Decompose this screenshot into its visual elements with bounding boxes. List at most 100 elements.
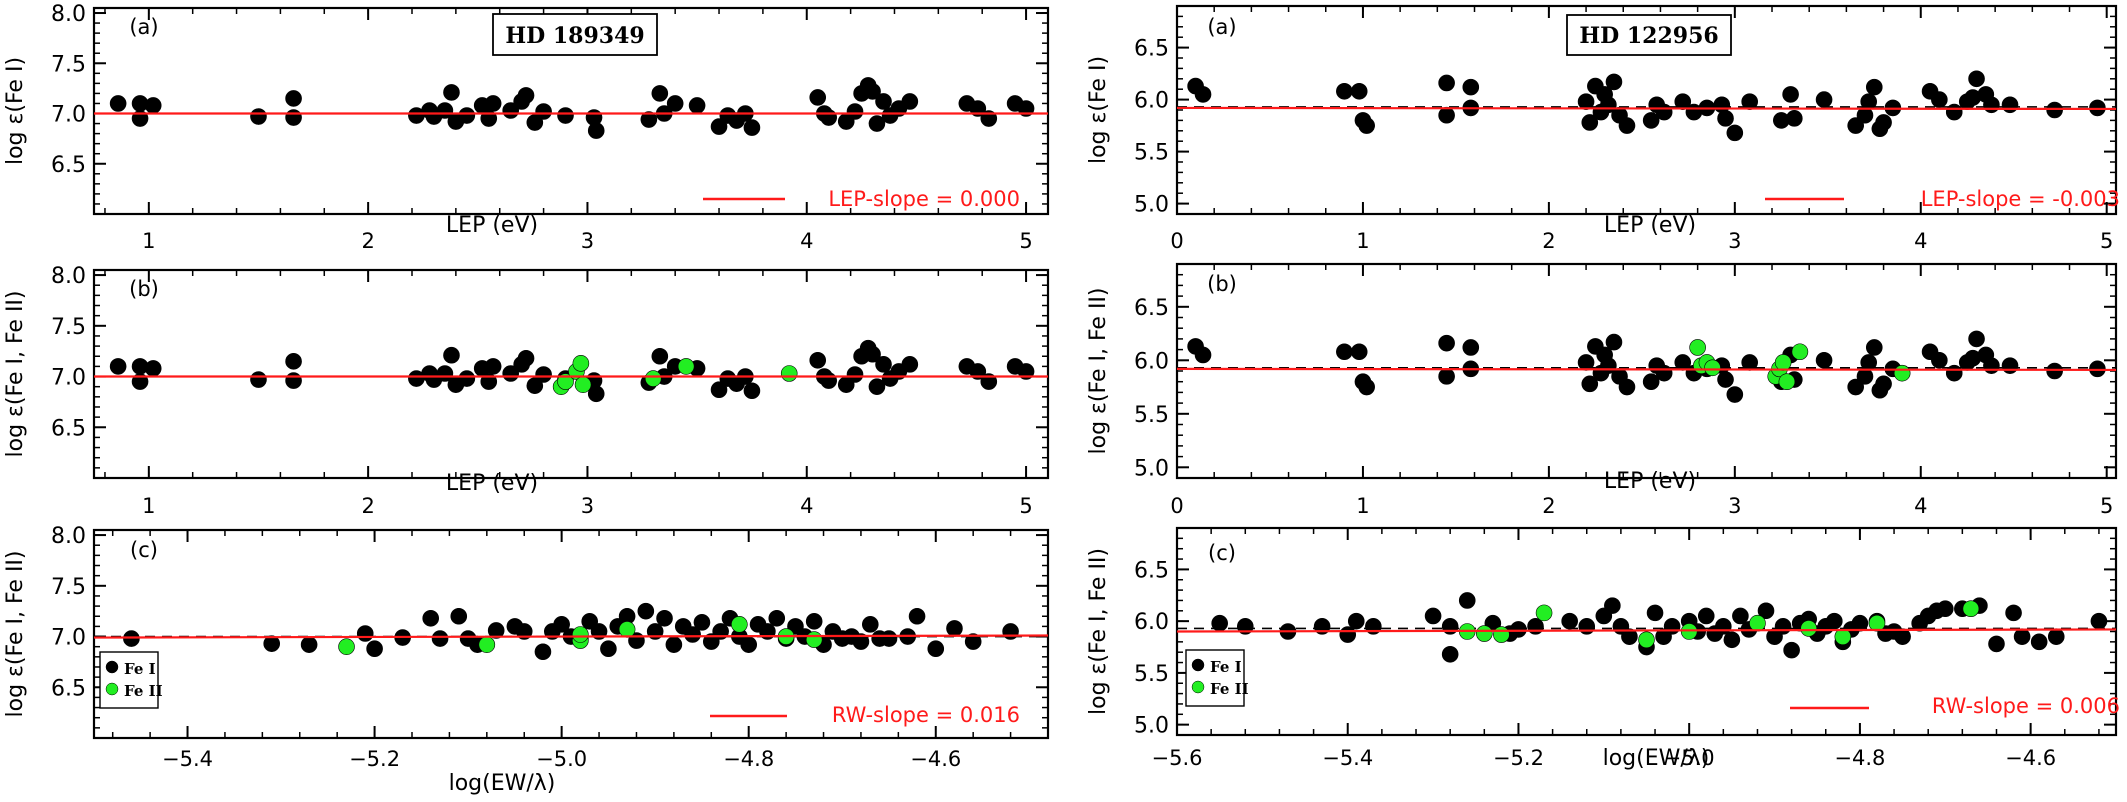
data-point (901, 93, 919, 110)
x-tick-label: −4.6 (910, 747, 961, 771)
x-axis-label: log(EW/λ) (1603, 746, 1710, 771)
x-axis-label: log(EW/λ) (449, 771, 556, 796)
data-point (684, 626, 701, 643)
data-point (820, 372, 837, 389)
data-point (484, 95, 502, 112)
legend-label: Fe I (1210, 658, 1242, 676)
data-point (515, 623, 533, 640)
data-point (1894, 628, 1911, 645)
data-point (535, 103, 552, 120)
panel-label: (c) (1208, 541, 1236, 565)
legend-label: Fe II (124, 682, 163, 700)
x-axis-label: LEP (eV) (1604, 469, 1696, 494)
data-point (1655, 103, 1673, 121)
data-point (250, 371, 267, 388)
data-point (1875, 114, 1892, 131)
x-tick-label: −5.6 (1152, 746, 1203, 770)
x-tick-label: −5.2 (1493, 746, 1544, 770)
data-point (1931, 91, 1948, 108)
data-point (1717, 371, 1734, 388)
data-point (443, 84, 460, 101)
data-point (2030, 633, 2048, 651)
x-tick-label: 5 (2100, 494, 2113, 518)
x-tick-label: 4 (1914, 229, 1927, 253)
data-point (1988, 635, 2005, 653)
data-point (1851, 614, 1869, 632)
x-tick-label: 3 (1728, 229, 1741, 253)
data-point (693, 614, 711, 631)
data-point (535, 366, 552, 383)
data-point (1535, 604, 1553, 622)
x-tick-label: 4 (800, 494, 813, 518)
data-point (1860, 354, 1877, 371)
data-point (285, 109, 302, 126)
y-tick-label: 5.0 (1134, 193, 1169, 218)
panel-label: (b) (129, 277, 159, 301)
data-point (864, 345, 881, 363)
data-point (846, 366, 864, 383)
data-point (710, 118, 728, 135)
x-tick-label: 2 (361, 494, 374, 518)
series-fe-ii (1458, 600, 1980, 649)
y-tick-label: 7.0 (51, 366, 86, 391)
data-point (805, 631, 823, 648)
star-name-box (1566, 14, 1732, 56)
data-point (1875, 375, 1892, 393)
x-tick-label: −4.6 (2005, 746, 2056, 770)
data-point (1358, 117, 1375, 134)
data-point (1638, 631, 1655, 649)
fit-slope-label: RW-slope = 0.016 (832, 703, 1020, 727)
data-point (517, 349, 535, 367)
series-fe-i (123, 602, 1019, 661)
data-point (250, 108, 267, 125)
fit-slope-label: LEP-slope = 0.000 (828, 187, 1020, 211)
data-point (1674, 93, 1692, 110)
data-point (1783, 641, 1800, 659)
data-point (1826, 612, 1843, 630)
y-tick-label: 6.5 (51, 676, 86, 701)
data-point (1697, 607, 1715, 625)
data-point (1983, 357, 2000, 374)
data-point (2001, 96, 2019, 114)
y-tick-label: 5.0 (1134, 456, 1169, 481)
data-point (587, 122, 605, 139)
data-point (908, 607, 926, 625)
y-tick-label: 6.5 (51, 153, 86, 178)
fit-line (1176, 628, 2117, 633)
y-tick-label: 7.5 (51, 575, 86, 600)
plot-frame (92, 528, 1050, 740)
plot-frame (1175, 262, 2118, 480)
x-tick-label: 5 (1019, 494, 1032, 518)
x-tick-label: 4 (1914, 494, 1927, 518)
data-point (144, 360, 162, 377)
data-point (1741, 354, 1758, 371)
data-point (1194, 346, 1212, 364)
legend-marker (105, 682, 119, 696)
x-tick-label: 2 (361, 229, 374, 253)
data-point (574, 376, 592, 393)
chart-panel-2: 0 1 2 3 4 5 5.0 5.5 6.0 6.5 log ε(Fe I) LEP (eV) (a)… (1086, 4, 2120, 253)
data-point (743, 119, 761, 136)
data-point (1945, 103, 1963, 121)
data-point (450, 607, 468, 625)
data-point (1945, 364, 1963, 382)
data-point (553, 616, 570, 633)
data-point (644, 370, 662, 387)
data-point (443, 346, 460, 364)
data-point (651, 347, 669, 365)
data-point (1726, 386, 1744, 403)
data-point (2005, 604, 2022, 622)
x-tick-label: 0 (1170, 229, 1183, 253)
data-point (1605, 333, 1623, 351)
data-point (458, 107, 476, 124)
y-tick-label: 8.0 (51, 524, 86, 549)
data-point (356, 625, 374, 642)
data-point (640, 111, 658, 128)
data-point (1646, 604, 1664, 622)
data-point (1605, 73, 1623, 91)
x-tick-label: 2 (1542, 229, 1555, 253)
data-point (1578, 618, 1596, 635)
data-point (1741, 93, 1758, 110)
data-point (677, 358, 695, 375)
